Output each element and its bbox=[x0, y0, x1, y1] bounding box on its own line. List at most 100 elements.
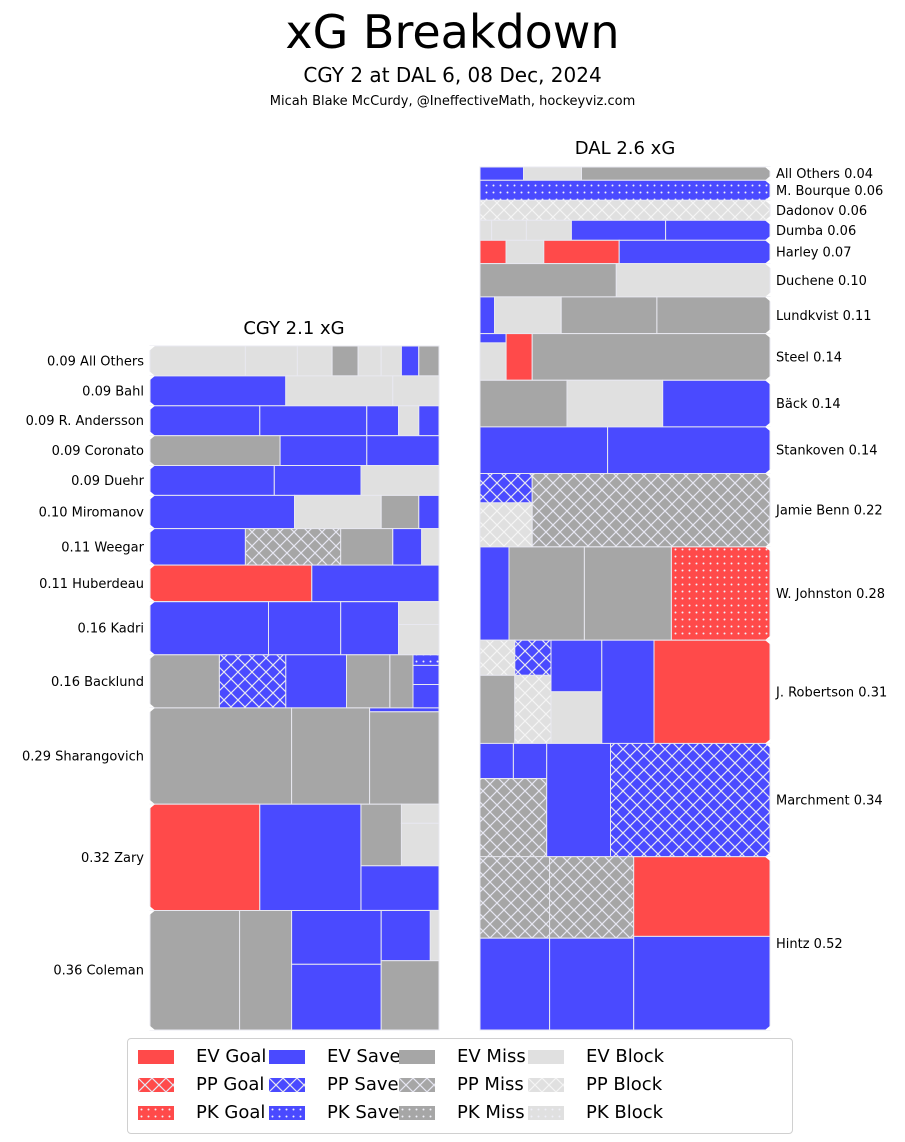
cell-ev-save bbox=[149, 375, 287, 407]
cell-ev-block bbox=[357, 345, 382, 377]
cell-ev-save bbox=[601, 639, 655, 745]
cell-pp-miss bbox=[479, 778, 548, 858]
dal-panel: DAL 2.6 xG All Others 0.04 M. Bourque 0.06… bbox=[479, 138, 887, 1031]
cell-ev-save bbox=[546, 742, 612, 858]
legend-label: EV Save bbox=[327, 1046, 401, 1067]
player-row: Harley 0.07 bbox=[479, 239, 851, 265]
player-row: Bäck 0.14 bbox=[479, 379, 841, 428]
cell-ev-save bbox=[268, 601, 342, 656]
row-notch bbox=[149, 435, 155, 466]
cell-pk-goal bbox=[670, 546, 771, 641]
cell-ev-save bbox=[479, 546, 510, 641]
player-label: Bäck 0.14 bbox=[776, 397, 841, 412]
player-label: 0.36 Coleman bbox=[53, 964, 144, 979]
legend-item: PK Miss bbox=[399, 1102, 525, 1124]
player-label: Stankoven 0.14 bbox=[776, 444, 878, 459]
cell-ev-block bbox=[294, 494, 382, 530]
panel-title: DAL 2.6 xG bbox=[575, 138, 676, 159]
player-label: Duchene 0.10 bbox=[776, 274, 867, 289]
row-notch bbox=[765, 296, 771, 334]
legend-item: PP Block bbox=[528, 1074, 662, 1096]
chart-credit: Micah Blake McCurdy, @IneffectiveMath, h… bbox=[269, 94, 636, 109]
legend-item: PK Block bbox=[528, 1102, 663, 1124]
player-row: Hintz 0.52 bbox=[479, 856, 843, 1031]
cell-ev-save bbox=[418, 405, 440, 437]
legend-item: PP Goal bbox=[138, 1074, 264, 1096]
player-row: 0.09 All Others bbox=[47, 345, 440, 377]
cell-ev-miss bbox=[479, 263, 617, 298]
legend-label: PK Goal bbox=[196, 1102, 266, 1123]
cell-ev-save bbox=[259, 803, 362, 912]
cell-ev-save bbox=[412, 684, 440, 709]
cell-ev-block bbox=[505, 239, 545, 265]
cell-ev-save bbox=[340, 601, 400, 656]
player-label: Dumba 0.06 bbox=[776, 224, 856, 239]
cell-ev-block bbox=[421, 528, 440, 566]
chart-subtitle: CGY 2 at DAL 6, 08 Dec, 2024 bbox=[303, 63, 602, 87]
cell-ev-save bbox=[149, 601, 269, 656]
cell-pk-save bbox=[479, 179, 771, 201]
legend-label: PK Miss bbox=[457, 1102, 525, 1123]
legend-item: EV Miss bbox=[399, 1046, 526, 1068]
row-notch bbox=[149, 375, 155, 406]
legend-label: PK Block bbox=[586, 1102, 664, 1123]
row-notch bbox=[765, 220, 771, 241]
player-row: 0.16 Kadri bbox=[77, 601, 440, 656]
player-label: 0.11 Weegar bbox=[61, 540, 144, 555]
player-label: J. Robertson 0.31 bbox=[775, 685, 887, 700]
cell-ev-block bbox=[566, 379, 664, 428]
cell-pp-save bbox=[514, 639, 552, 676]
player-label: 0.11 Huberdeau bbox=[39, 577, 144, 592]
player-label: 0.32 Zary bbox=[81, 851, 144, 866]
cell-pp-miss bbox=[549, 856, 635, 939]
player-label: 0.09 R. Andersson bbox=[26, 414, 144, 429]
cell-ev-save bbox=[479, 426, 609, 474]
legend-swatch bbox=[528, 1050, 564, 1064]
cell-ev-save bbox=[550, 639, 603, 693]
player-label: 0.09 Bahl bbox=[82, 384, 144, 399]
player-row: 0.16 Backlund bbox=[51, 654, 440, 709]
cell-ev-block bbox=[429, 910, 440, 962]
row-notch bbox=[149, 528, 155, 566]
legend-label: PP Save bbox=[327, 1074, 399, 1095]
cell-ev-goal bbox=[505, 333, 533, 381]
row-notch bbox=[149, 465, 155, 496]
cell-pp-block bbox=[479, 639, 516, 676]
cell-pp-miss bbox=[244, 528, 342, 566]
cell-ev-save bbox=[259, 405, 368, 437]
cell-ev-block bbox=[479, 219, 493, 241]
legend: EV Goal PP Goal PK Goal EV Save PP Save PK Sa… bbox=[127, 1038, 793, 1134]
legend-label: PP Goal bbox=[196, 1074, 265, 1095]
cell-ev-save bbox=[392, 528, 423, 566]
player-label: 0.09 Duehr bbox=[71, 474, 145, 489]
row-notch bbox=[765, 240, 771, 264]
cell-ev-miss bbox=[291, 707, 371, 805]
cell-pp-block bbox=[479, 199, 771, 221]
cell-ev-miss bbox=[369, 711, 440, 805]
cell-ev-block bbox=[398, 601, 440, 626]
player-row: 0.09 Duehr bbox=[71, 465, 440, 496]
cell-ev-save bbox=[512, 742, 548, 780]
cell-ev-save bbox=[279, 435, 368, 467]
cell-ev-miss bbox=[583, 546, 672, 641]
legend-swatch bbox=[399, 1106, 435, 1120]
cell-ev-goal bbox=[479, 239, 507, 265]
cell-ev-save bbox=[479, 937, 551, 1031]
player-label: Lundkvist 0.11 bbox=[776, 309, 872, 324]
legend-swatch bbox=[399, 1078, 435, 1092]
cgy-panel: CGY 2.1 xG 0.09 All Others 0.09 Bahl 0.09 R… bbox=[22, 318, 440, 1031]
player-row: 0.32 Zary bbox=[81, 803, 440, 912]
cell-ev-miss bbox=[340, 528, 394, 566]
cell-ev-block bbox=[491, 219, 527, 241]
cell-ev-save bbox=[369, 707, 440, 713]
cell-ev-miss bbox=[149, 707, 293, 805]
legend-swatch bbox=[528, 1078, 564, 1092]
player-label: 0.10 Miromanov bbox=[39, 506, 145, 521]
cell-ev-block bbox=[296, 345, 333, 377]
cell-ev-miss bbox=[581, 166, 771, 181]
legend-label: PP Block bbox=[586, 1074, 663, 1095]
player-label: 0.09 Coronato bbox=[52, 444, 144, 459]
legend-item: PP Miss bbox=[399, 1074, 524, 1096]
player-label: Hintz 0.52 bbox=[776, 937, 843, 952]
legend-label: EV Goal bbox=[196, 1046, 267, 1067]
